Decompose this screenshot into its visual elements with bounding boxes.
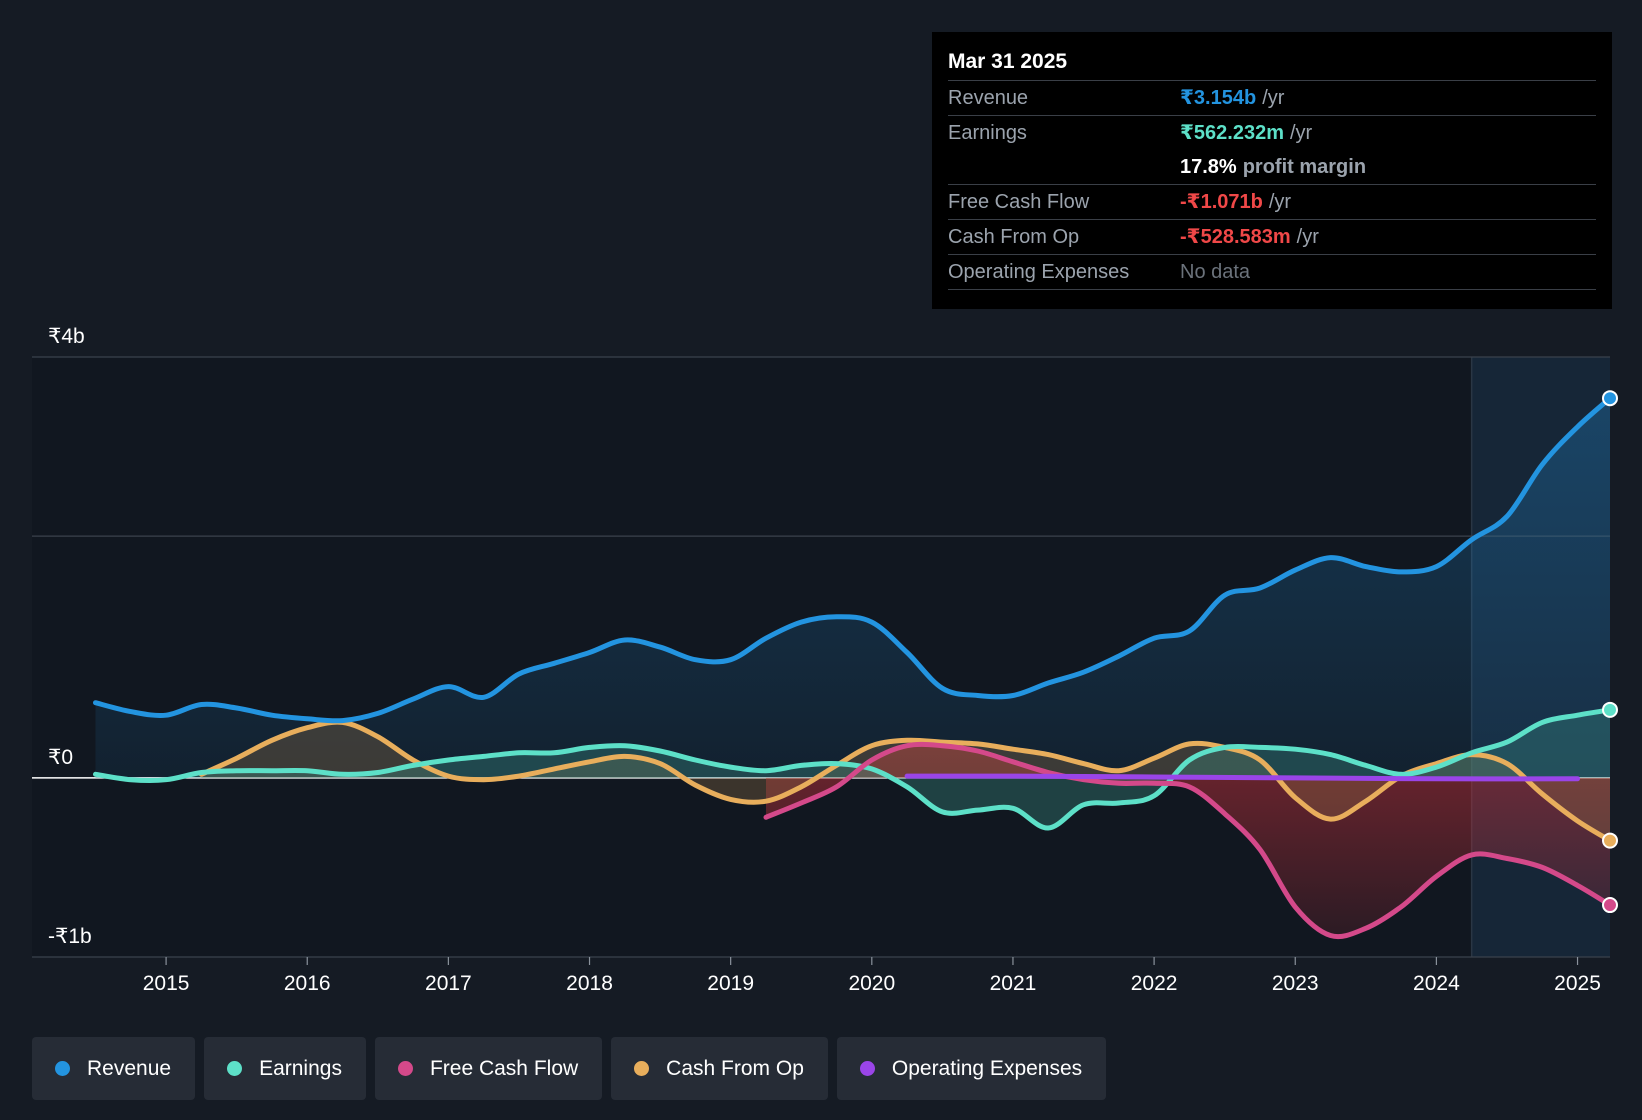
tooltip-date: Mar 31 2025 <box>948 44 1596 81</box>
x-tick-label: 2021 <box>990 972 1037 995</box>
x-tick-label: 2016 <box>284 972 331 995</box>
earnings-area <box>95 709 1610 829</box>
legend-label: Earnings <box>259 1056 342 1080</box>
tooltip-unit: /yr <box>1268 191 1292 213</box>
revenue-area <box>95 398 1610 778</box>
tooltip-label: Operating Expenses <box>948 261 1130 283</box>
x-tick-label: 2017 <box>425 972 472 995</box>
earnings-line <box>93 707 1613 831</box>
tooltip-row-revenue: Revenue ₹3.154b /yr <box>948 81 1596 116</box>
tooltip-row-earnings: Earnings ₹562.232m /yr <box>948 116 1596 150</box>
legend-item-revenue[interactable]: Revenue <box>32 1037 196 1100</box>
legend-label: Cash From Op <box>666 1056 804 1080</box>
x-tick-label: 2023 <box>1272 972 1319 995</box>
tooltip-row-fcf: Free Cash Flow -₹1.071b /yr <box>948 185 1596 220</box>
tooltip-unit: /yr <box>1262 87 1285 109</box>
free-cash-flow-dot-icon <box>397 1061 413 1076</box>
earnings-end-marker <box>1602 701 1618 718</box>
legend-item-earnings[interactable]: Earnings <box>204 1037 366 1100</box>
x-tick-label: 2015 <box>143 972 190 995</box>
tooltip-value: No data <box>1180 261 1251 283</box>
cash-from-op-line <box>198 719 1613 844</box>
operating-expenses-line <box>904 773 1580 782</box>
legend-item-cash-from-op[interactable]: Cash From Op <box>611 1037 828 1100</box>
tooltip-row-opex: Operating Expenses No data <box>948 255 1596 290</box>
tooltip-row-cfo: Cash From Op -₹528.583m /yr <box>948 220 1596 255</box>
tooltip-panel: Mar 31 2025 Revenue ₹3.154b /yr Earnings… <box>932 32 1612 309</box>
x-tick-label: 2024 <box>1413 972 1460 995</box>
operating-expenses-dot-icon <box>859 1061 875 1076</box>
legend-label: Revenue <box>87 1056 172 1080</box>
y-tick-label: ₹4b <box>48 325 85 348</box>
tooltip-label: Revenue <box>948 87 1029 109</box>
x-tick-label: 2025 <box>1554 972 1601 995</box>
y-tick-label: ₹0 <box>48 746 73 769</box>
legend-label: Operating Expenses <box>891 1056 1083 1080</box>
cash-from-op-dot-icon <box>634 1061 650 1076</box>
fcf-end-marker <box>1602 897 1618 914</box>
legend-item-free-cash-flow[interactable]: Free Cash Flow <box>374 1037 603 1100</box>
tooltip-label: Cash From Op <box>948 226 1080 248</box>
revenue-end-marker <box>1602 390 1618 407</box>
tooltip-value: ₹562.232m <box>1180 122 1284 144</box>
x-tick-label: 2022 <box>1131 972 1178 995</box>
tooltip-margin-value: 17.8% <box>1180 156 1237 178</box>
free-cash-flow-area <box>766 744 1610 937</box>
y-tick-label: -₹1b <box>48 925 92 948</box>
tooltip-margin-text: profit margin <box>1242 156 1367 178</box>
x-tick-label: 2018 <box>566 972 613 995</box>
earnings-dot-icon <box>227 1061 243 1076</box>
revenue-dot-icon <box>55 1061 70 1076</box>
tooltip-label: Earnings <box>948 122 1027 144</box>
tooltip-row-margin: 17.8% profit margin <box>948 150 1596 185</box>
tooltip-unit: /yr <box>1296 226 1319 248</box>
cfo-end-marker <box>1602 832 1618 849</box>
legend-item-operating-expenses[interactable]: Operating Expenses <box>836 1037 1107 1100</box>
free-cash-flow-line <box>763 741 1613 940</box>
legend-label: Free Cash Flow <box>429 1056 579 1080</box>
tooltip-label: Free Cash Flow <box>948 191 1090 213</box>
legend: Revenue Earnings Free Cash Flow Cash Fro… <box>32 1037 1107 1100</box>
tooltip-value: -₹528.583m <box>1180 226 1291 248</box>
tooltip-unit: /yr <box>1290 122 1313 144</box>
x-tick-label: 2019 <box>707 972 754 995</box>
tooltip-value: -₹1.071b <box>1180 191 1263 213</box>
tooltip-value: ₹3.154b <box>1180 87 1257 109</box>
x-tick-label: 2020 <box>848 972 895 995</box>
revenue-line <box>93 395 1613 724</box>
